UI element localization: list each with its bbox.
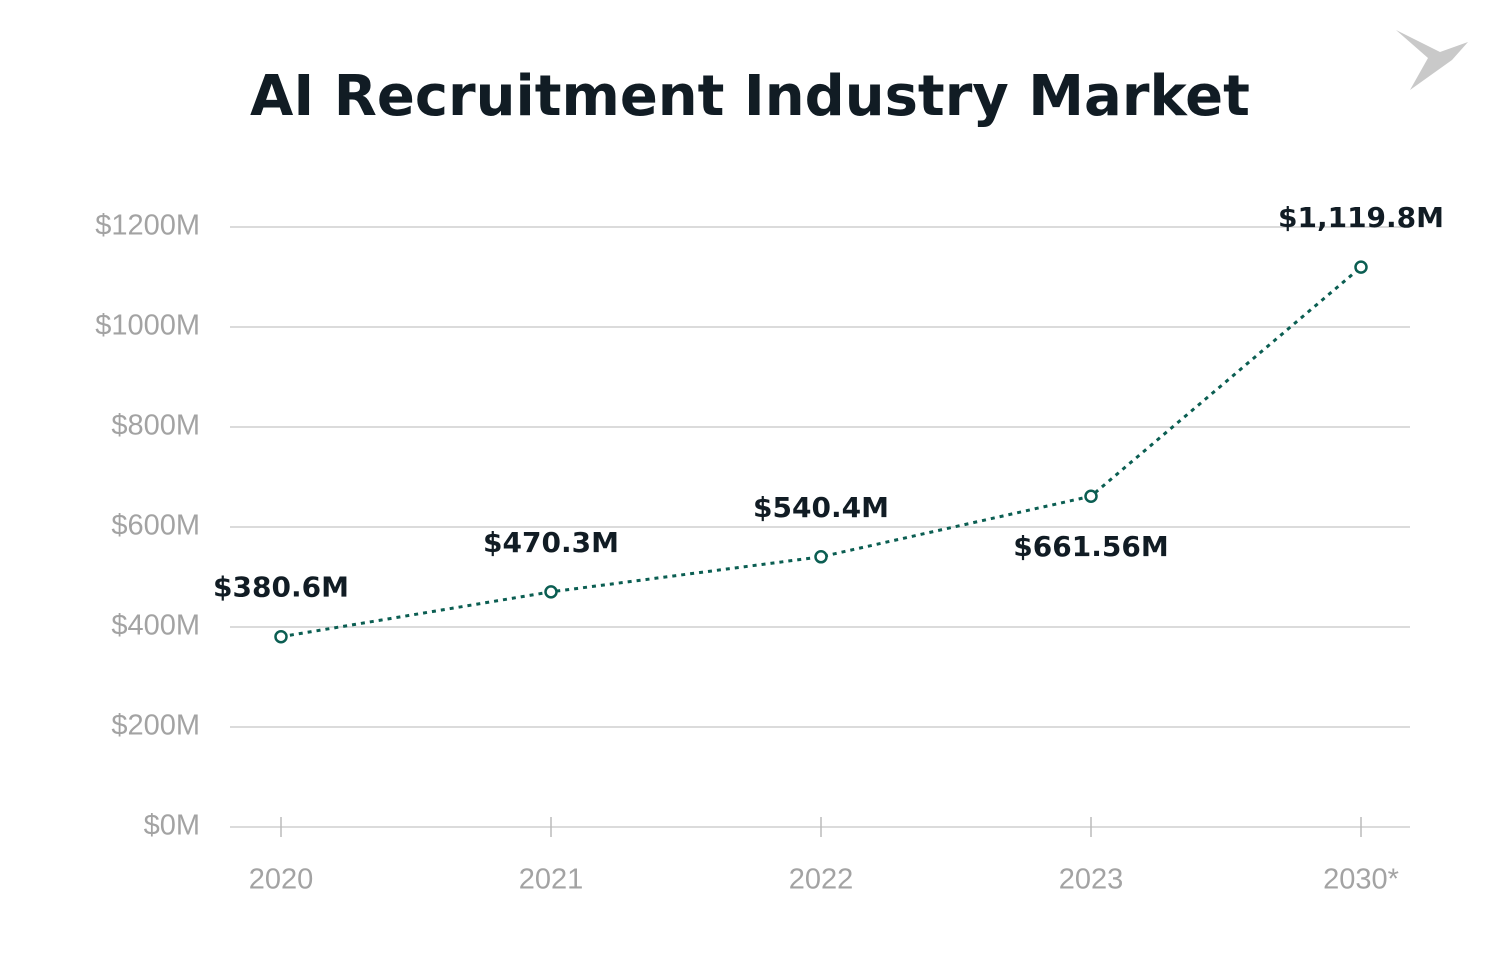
y-tick-label: $400M [111, 610, 200, 642]
data-label: $540.4M [753, 491, 889, 524]
y-tick-label: $1200M [95, 210, 200, 242]
chart-title: AI Recruitment Industry Market [250, 64, 1250, 129]
data-point [544, 585, 558, 599]
x-tick-label: 2023 [1059, 864, 1124, 896]
y-tick-label: $600M [111, 510, 200, 542]
data-point [1354, 260, 1368, 274]
data-line [280, 265, 1362, 639]
y-tick-label: $200M [111, 710, 200, 742]
data-label: $661.56M [1013, 530, 1168, 563]
data-point [814, 550, 828, 564]
x-tick-label: 2021 [519, 864, 584, 896]
data-label: $470.3M [483, 526, 619, 559]
data-label: $1,119.8M [1278, 201, 1444, 234]
x-tick-label: 2030* [1323, 864, 1399, 896]
data-point [274, 629, 288, 644]
y-tick-label: $0M [144, 810, 200, 842]
x-tick-label: 2022 [789, 864, 854, 896]
y-tick-label: $1000M [95, 310, 200, 342]
logo [1396, 30, 1468, 90]
x-tick-label: 2020 [249, 864, 314, 896]
y-tick-label: $800M [111, 410, 200, 442]
data-point [1084, 489, 1098, 503]
data-label: $380.6M [213, 571, 349, 604]
